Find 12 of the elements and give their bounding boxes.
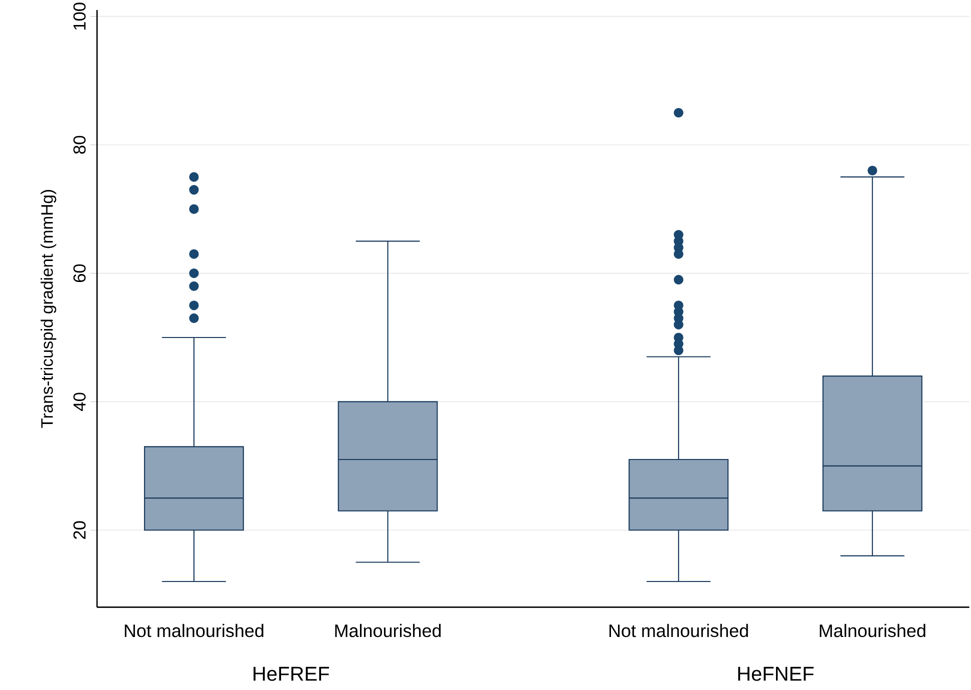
y-tick-label: 20 (73, 521, 86, 539)
x-tick-label: Malnourished (335, 624, 441, 638)
x-tick-label: Not malnourished (124, 624, 264, 638)
x-tick-label: Not malnourished (609, 624, 748, 638)
y-tick-label: 80 (73, 136, 86, 154)
text: HeFNEF (738, 666, 814, 681)
y-tick-label: 40 (73, 392, 86, 411)
y-tick-label: 60 (73, 264, 86, 282)
text: HeFREF (254, 666, 329, 681)
y-tick-label: 100 (73, 2, 86, 30)
y-axis-title: Trans-tricuspid gradient (mmHg) (40, 190, 56, 428)
x-tick-label: Malnourished (820, 624, 926, 638)
